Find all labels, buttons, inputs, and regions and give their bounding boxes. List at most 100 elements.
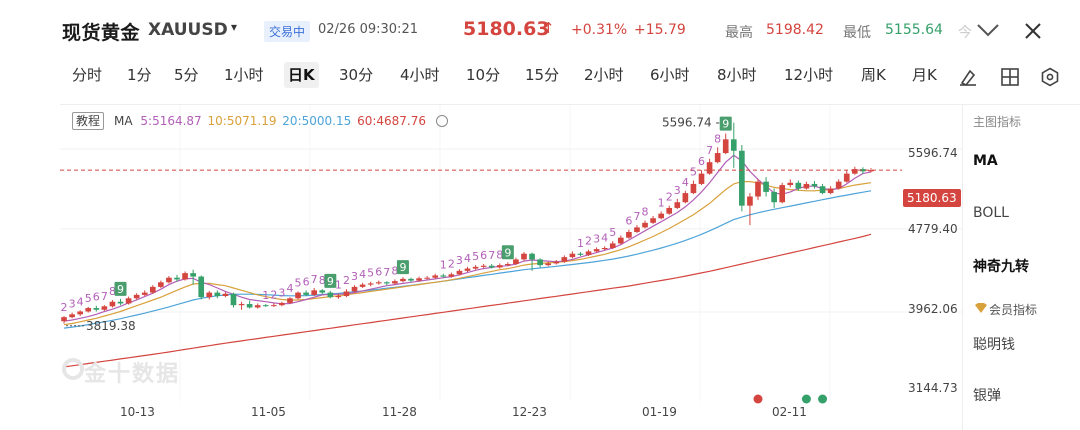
close-icon[interactable] [1022,20,1044,42]
symbol-code[interactable]: XAUUSD [148,20,228,40]
tab-period-10m[interactable]: 10分 [466,66,501,84]
y-tick-label: 5596.74 [908,146,958,160]
candle-body [319,290,326,293]
candle-body [505,263,511,266]
candle-body [537,259,543,266]
nine-turn-label: 8 [642,206,649,219]
candle-body [747,196,753,206]
tab-period-8h[interactable]: 8小时 [717,66,757,84]
tab-period-6h[interactable]: 6小时 [650,66,690,84]
nine-turn-label: 5 [609,226,616,239]
candle-body [819,186,826,194]
candle-body [93,308,100,310]
kline-chart-svg[interactable]: 2 3 4 5 6 7 8 9 1 2 3 4 5 6 7 8 9 1 2 3 4 5 6 7 8 9 1 2 3 4 5 6 7 8 91 2 3 4 5… [60,105,962,430]
candle-body [626,231,632,238]
candle-body [827,188,834,194]
y-tick-label: 3144.73 [908,381,958,395]
candle-body [472,266,479,269]
nine-turn-box [396,260,409,275]
candle-body [593,249,600,252]
indicator-ma[interactable]: MA [973,153,998,169]
candle-body [271,305,277,307]
nine-turn-box [501,245,514,260]
ma-settings-icon[interactable] [435,114,448,127]
candle-body [214,292,221,297]
indicator-td-nine[interactable]: 神奇九转 [973,259,1029,275]
candle-body [198,276,205,298]
nine-turn-label: 7 [633,210,640,223]
symbol-title[interactable]: 现货黄金 [62,22,141,44]
x-tick-label: 11-05 [251,405,286,419]
tab-period-daily[interactable]: 日K [284,62,319,88]
tab-period-12h[interactable]: 12小时 [784,66,834,84]
candle-body [553,261,560,264]
nine-turn-label: 4 [682,176,689,189]
vip-indicators-label[interactable]: 会员指标 [989,303,1038,317]
nine-turn-label: 2 [270,288,277,301]
high-annotation: 5596.74 - [662,116,720,130]
nine-turn-label: 6 [93,291,100,304]
candle-body [400,278,406,282]
candle-body [561,257,568,262]
candle-body [392,281,398,284]
ma-legend: MA 5:5164.87 10:5071.19 20:5000.15 60:46… [114,114,450,128]
y-tick-label: 3962.06 [908,302,958,316]
vip-diamond-icon [975,303,987,313]
candle-body [206,292,213,298]
tab-period-1h[interactable]: 1小时 [224,66,264,84]
tab-period-30m[interactable]: 30分 [339,66,374,84]
indicator-silver-bullet[interactable]: 银弹 [973,388,1001,404]
change-amount: +15.79 [634,22,686,38]
low-label: 最低 [843,25,871,41]
nine-turn-label: 6 [480,249,487,262]
watermark-logo [62,358,84,380]
candle-body [367,283,374,285]
candle-body [343,291,350,297]
nine-turn-label: 6 [303,275,310,288]
nine-turn-label: 2 [448,258,455,271]
tutorial-button[interactable]: 教程 [72,112,105,130]
tab-period-1m[interactable]: 1分 [127,66,152,84]
candle-body [634,227,640,232]
nine-turn-label: 9 [504,246,511,259]
ma20-value: 20:5000.15 [282,114,352,128]
tab-period-monthly[interactable]: 月K [912,66,937,84]
candle-body [609,243,616,248]
tab-period-weekly[interactable]: 周K [861,66,886,84]
tab-period-15m[interactable]: 15分 [525,66,560,84]
tab-period-2h[interactable]: 2小时 [584,66,624,84]
candle-body [287,298,293,303]
nine-turn-label: 6 [698,155,705,168]
expand-chevron-icon[interactable] [975,20,1001,40]
x-tick-label: 01-19 [642,405,677,419]
ma60-value: 60:4687.76 [357,114,426,128]
quote-header: 现货黄金 XAUUSD ▾ 交易中 02/26 09:30:21 5180.63… [0,0,1080,58]
candle-body [375,282,382,284]
candle-body [706,162,713,174]
candle-body [868,170,874,172]
candle-body [642,222,648,228]
tab-period-fenshi[interactable]: 分时 [72,66,103,84]
nine-turn-label: 3 [593,232,600,245]
indicator-boll[interactable]: BOLL [973,205,1009,221]
candle-body [658,213,664,219]
draw-tool-icon[interactable] [958,67,978,87]
tab-period-5m[interactable]: 5分 [174,66,199,84]
tab-period-4h[interactable]: 4小时 [400,66,440,84]
layout-grid-icon[interactable] [1000,67,1020,87]
settings-hexagon-icon[interactable] [1040,67,1060,87]
chevron-down-icon[interactable]: ▾ [231,20,238,34]
nine-turn-label: 6 [625,215,632,228]
candle-body [835,181,842,189]
candle-body [448,274,455,277]
ma10-value: 10:5071.19 [207,114,277,128]
nine-turn-label: 8 [496,248,503,261]
candle-body [359,284,366,287]
nine-turn-label: 4 [359,268,366,281]
candle-body [61,317,67,322]
candle-body [577,253,584,255]
candle-body [617,237,624,244]
indicator-smart-money[interactable]: 聪明钱 [973,337,1015,353]
candle-body [141,292,148,295]
